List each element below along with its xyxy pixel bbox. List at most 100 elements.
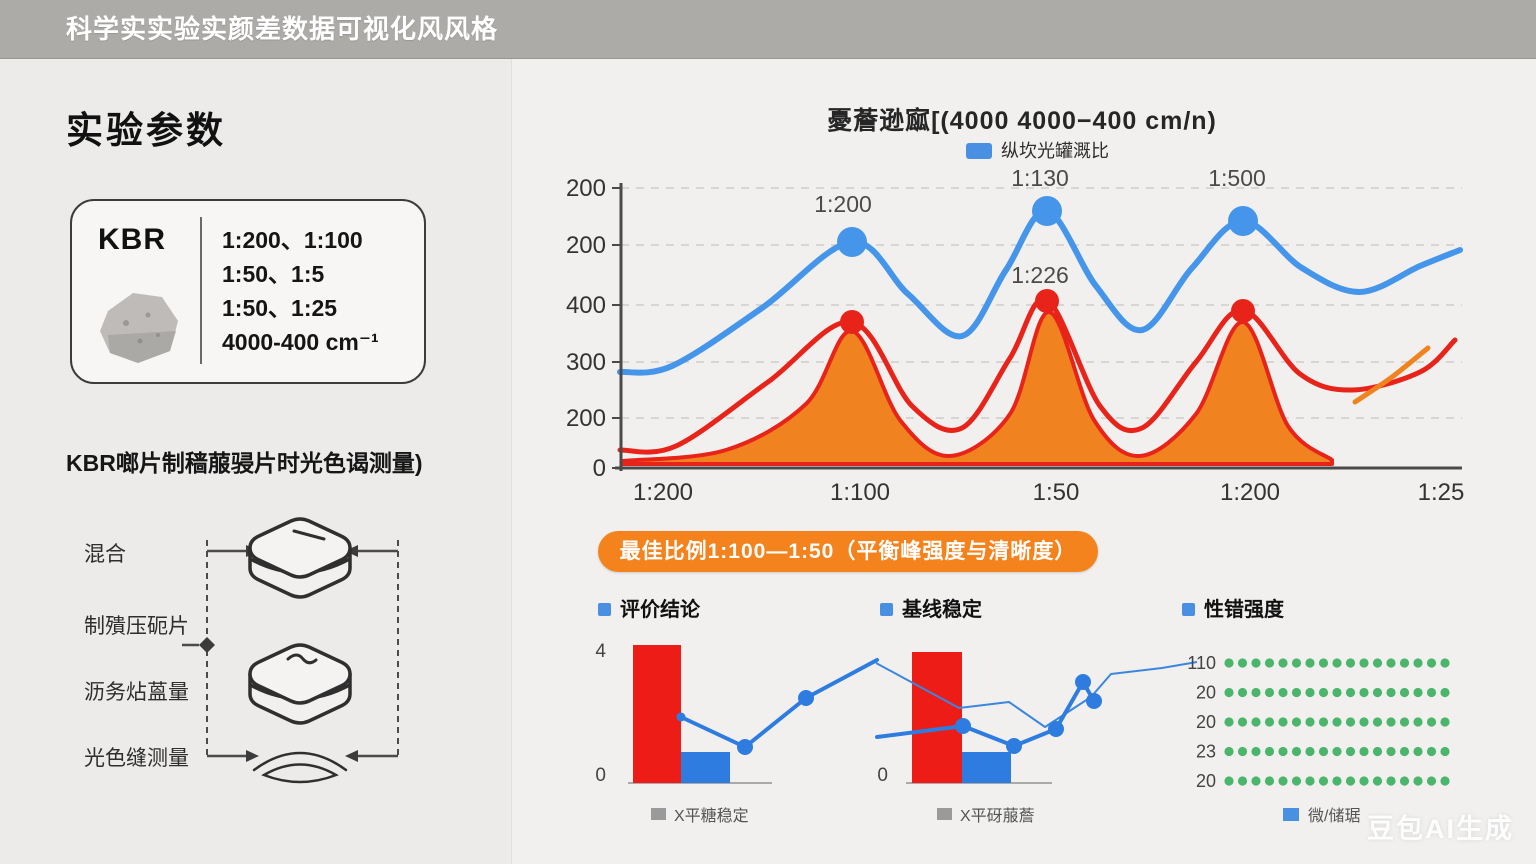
legend-label: 纵坎光罐溉比: [1001, 141, 1109, 161]
mini-legend-swatch: [1283, 808, 1299, 821]
mini-legend-label: X平糖稳定: [674, 807, 749, 825]
main-chart: 200 200 400 300 200 0 1:200 1:100 1:50 1:200 1:25 1…: [566, 168, 1465, 506]
mini-charts: 4 0 X平糖稳定 0 X平砑菔薝 110 20 20 23 20 微/储琚: [595, 641, 1450, 825]
green-dot: [1305, 717, 1315, 727]
mini-bar: [962, 752, 1011, 783]
mini-y-label: 4: [595, 641, 606, 662]
lens-icon: [252, 751, 348, 784]
kbr-card-divider: [200, 217, 202, 364]
green-dot: [1264, 687, 1275, 698]
mini-y-label: 0: [595, 765, 606, 786]
green-dot: [1332, 687, 1342, 698]
peak-label: 1:226: [1011, 262, 1069, 288]
green-dot: [1237, 687, 1248, 698]
green-dot: [1264, 746, 1275, 757]
green-dot: [1426, 746, 1437, 757]
topbar-title: 科学实实验实颜差数据可视化风风格: [66, 14, 499, 44]
green-dot: [1440, 776, 1450, 786]
green-dot: [1305, 776, 1315, 786]
green-dot: [1318, 776, 1329, 786]
green-dot: [1237, 717, 1248, 727]
kbr-param-line: 4000-400 cm⁻¹: [222, 329, 379, 355]
bullet-icon: [880, 603, 893, 616]
green-dot: [1264, 658, 1275, 668]
bullet-icon: [1182, 603, 1195, 616]
green-dot: [1332, 717, 1342, 727]
green-dot: [1345, 658, 1356, 668]
green-dot: [1399, 717, 1410, 727]
green-dot: [1413, 687, 1423, 698]
x-tick-label: 1:200: [633, 479, 693, 506]
mini-bar: [681, 752, 730, 783]
mini-legend-swatch: [651, 808, 666, 820]
red-curve-marker: [1035, 289, 1059, 313]
kbr-crystal-image: [100, 293, 178, 363]
green-dot: [1278, 746, 1288, 757]
green-dot: [1399, 776, 1410, 786]
dot-row-label: 20: [1196, 712, 1216, 732]
green-dot: [1224, 717, 1234, 727]
flow-step-label: 沥务炶蒕量: [84, 681, 189, 704]
green-dot: [1224, 776, 1234, 786]
green-dot: [1413, 776, 1423, 786]
kbr-param-line: 1:200、1:100: [222, 227, 363, 253]
mini-line: [875, 680, 1096, 748]
green-dot: [1359, 687, 1369, 698]
legend-swatch-icon: [966, 143, 992, 159]
green-dot: [1251, 717, 1261, 727]
red-curve-marker: [840, 310, 864, 334]
flow-step-label: 光色缝测量: [84, 747, 189, 770]
mini-line-dot: [1075, 674, 1091, 690]
mini-line-dot: [676, 712, 686, 722]
green-dot: [1399, 687, 1410, 698]
mini-y-label: 0: [877, 765, 888, 786]
green-dot: [1305, 658, 1315, 668]
mini-line-dot: [955, 718, 971, 734]
green-dot: [1345, 687, 1356, 698]
green-dot: [1426, 658, 1437, 668]
mini-legend-swatch: [937, 808, 952, 820]
green-dot: [1264, 776, 1275, 786]
x-tick-label: 1:25: [1418, 479, 1465, 506]
mini-line: [679, 658, 879, 749]
dot-row-label: 20: [1196, 771, 1216, 791]
blue-curve-marker: [837, 227, 867, 257]
mini-line-dot: [1086, 693, 1102, 709]
green-dot: [1291, 776, 1302, 786]
flow-step-label: 混合: [84, 543, 126, 566]
green-dot: [1372, 658, 1383, 668]
green-dot: [1224, 658, 1234, 668]
peak-label: 1:200: [814, 191, 872, 217]
green-dot: [1332, 776, 1342, 786]
green-dot: [1440, 717, 1450, 727]
red-curve: [617, 296, 1458, 455]
mini-bar: [912, 652, 962, 783]
kbr-param-line: 1:50、1:5: [222, 261, 325, 287]
peak-label: 1:500: [1208, 168, 1266, 191]
x-tick-label: 1:50: [1033, 479, 1080, 506]
green-dot: [1278, 687, 1288, 698]
green-dot: [1251, 658, 1261, 668]
green-dot: [1278, 717, 1288, 727]
green-dot: [1237, 746, 1248, 757]
topbar: 科学实实验实颜差数据可视化风风格: [0, 0, 1536, 59]
green-dot: [1386, 658, 1396, 668]
y-tick-label: 0: [593, 455, 606, 482]
mini-chart-title: 评价结论: [598, 593, 700, 622]
green-dot: [1372, 717, 1383, 727]
blue-curve-marker: [1032, 196, 1062, 226]
green-dot: [1305, 687, 1315, 698]
green-dot: [1237, 776, 1248, 786]
red-curve-marker: [1231, 299, 1255, 323]
green-dot: [1318, 658, 1329, 668]
green-dot: [1413, 746, 1423, 757]
green-dot: [1345, 776, 1356, 786]
dot-row-label: 23: [1196, 742, 1216, 762]
conclusion-banner: 最佳比例1:100—1:50（平衡峰强度与清晰度）: [598, 531, 1098, 572]
bullet-icon: [598, 603, 611, 616]
mini-legend-label: X平砑菔薝: [960, 807, 1035, 825]
blue-curve-marker: [1228, 206, 1258, 236]
section-heading: 实验参数: [66, 110, 226, 151]
dot-row-label: 110: [1187, 653, 1216, 673]
